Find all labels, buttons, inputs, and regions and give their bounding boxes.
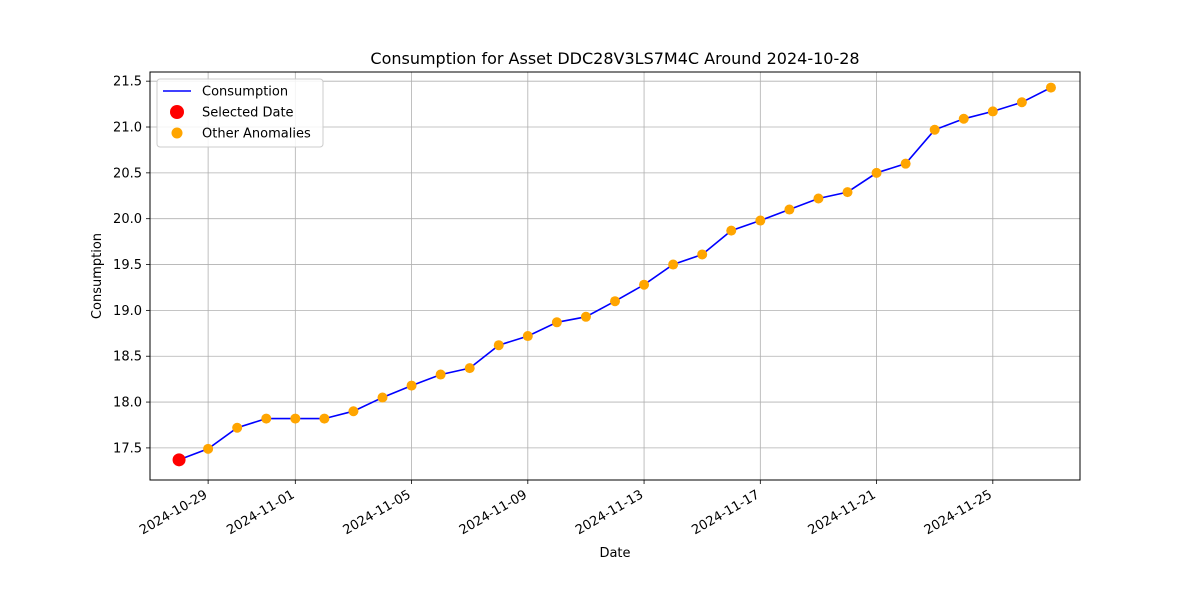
plot-data (172, 82, 1056, 467)
y-axis-label: Consumption (90, 233, 105, 319)
anomaly-point (697, 249, 708, 260)
y-tick-label: 20.0 (113, 212, 142, 227)
x-tick-label: 2024-11-05 (341, 487, 414, 538)
anomaly-point (232, 422, 243, 433)
y-tick-label: 19.0 (113, 304, 142, 319)
anomaly-point (784, 204, 795, 215)
anomaly-point (522, 331, 533, 342)
anomaly-point (639, 279, 650, 290)
legend: Consumption Selected Date Other Anomalies (156, 78, 324, 148)
x-tick-label: 2024-11-21 (806, 487, 879, 538)
anomaly-point (290, 413, 301, 424)
anomaly-point (1016, 97, 1027, 108)
anomaly-point (668, 259, 679, 270)
anomaly-point (580, 311, 591, 322)
anomaly-point (871, 167, 882, 178)
anomaly-point (377, 392, 388, 403)
anomaly-point (319, 413, 330, 424)
anomaly-point (261, 413, 272, 424)
x-tick-label: 2024-11-17 (689, 487, 762, 538)
anomaly-point (1045, 82, 1056, 93)
legend-swatch-marker (170, 105, 184, 119)
anomaly-point (610, 296, 620, 307)
anomaly-point (203, 443, 214, 454)
x-tick-label: 2024-11-09 (457, 487, 530, 538)
legend-entry-label: Selected Date (202, 106, 294, 121)
plot-frame (149, 71, 1081, 481)
y-tick-label: 21.0 (113, 121, 142, 136)
legend-entry-label: Other Anomalies (202, 127, 311, 142)
legend-box (156, 78, 324, 148)
anomaly-point (755, 215, 766, 226)
anomaly-point (493, 340, 504, 351)
x-tick-label: 2024-11-25 (922, 487, 995, 538)
anomaly-point (551, 317, 562, 328)
anomaly-point (726, 225, 737, 236)
x-tick-label: 2024-11-01 (224, 487, 297, 538)
selected-date-point (172, 453, 186, 467)
chart-title: Consumption for Asset DDC28V3LS7M4C Arou… (370, 49, 859, 68)
legend-swatch-marker (171, 127, 183, 139)
anomaly-point (406, 380, 417, 391)
anomaly-point (435, 369, 446, 380)
y-tick-label: 21.5 (113, 75, 142, 90)
x-tick-label: 2024-10-29 (137, 487, 210, 538)
anomaly-point (348, 406, 359, 417)
anomaly-point (813, 193, 824, 204)
y-tick-label: 19.5 (113, 258, 142, 273)
x-axis-label: Date (599, 546, 630, 561)
anomaly-point (987, 106, 998, 117)
anomaly-point (900, 158, 911, 169)
y-tick-label: 17.5 (113, 441, 142, 456)
y-tick-label: 20.5 (113, 166, 142, 181)
anomaly-point (929, 124, 940, 135)
anomaly-point (958, 113, 969, 124)
y-tick-label: 18.5 (113, 350, 142, 365)
legend-entry-label: Consumption (202, 85, 288, 100)
x-tick-label: 2024-11-13 (573, 487, 646, 538)
anomaly-point (464, 363, 475, 374)
anomaly-point (842, 187, 853, 198)
y-tick-label: 18.0 (113, 396, 142, 411)
